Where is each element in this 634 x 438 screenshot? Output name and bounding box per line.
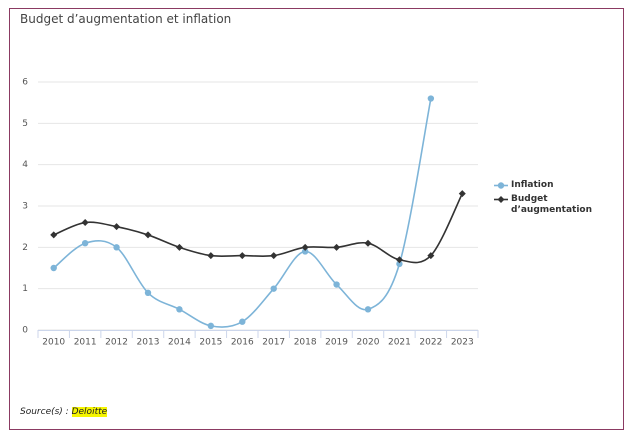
point <box>427 252 435 260</box>
point <box>144 289 152 296</box>
y-tick-label: 1 <box>22 284 28 294</box>
point <box>239 318 246 325</box>
legend-symbol <box>494 182 508 189</box>
point <box>81 240 89 247</box>
point <box>301 248 309 255</box>
x-tick-label: 2010 <box>42 338 65 348</box>
x-tick-label: 2017 <box>262 338 285 348</box>
point <box>81 219 89 227</box>
legend-symbol <box>494 196 508 203</box>
point <box>176 306 183 313</box>
point <box>270 252 278 260</box>
chart-title: Budget d’augmentation et inflation <box>20 12 232 26</box>
y-tick-label: 4 <box>22 160 28 170</box>
point <box>113 244 120 251</box>
point <box>175 243 183 251</box>
x-tick-label: 2013 <box>137 338 160 348</box>
point <box>238 252 246 260</box>
y-tick-label: 6 <box>22 78 28 88</box>
point <box>333 281 340 288</box>
point <box>207 252 215 260</box>
x-tick-label: 2021 <box>388 338 411 348</box>
x-tick-label: 2012 <box>105 338 128 348</box>
frame <box>9 8 624 430</box>
point <box>50 264 57 272</box>
legend-marker <box>497 182 505 189</box>
series-line <box>53 98 432 328</box>
x-tick-label: 2014 <box>168 338 191 348</box>
x-tick-label: 2018 <box>294 338 317 348</box>
legend-label: Inflation <box>511 180 554 190</box>
x-tick-label: 2011 <box>74 338 97 348</box>
legend: Inflation Budget d’augmentation <box>494 180 604 219</box>
legend-item[interactable]: Inflation <box>494 180 604 191</box>
source: Source(s) : Deloitte <box>20 407 108 417</box>
x-tick-label: 2016 <box>231 338 254 348</box>
y-tick-label: 2 <box>22 243 28 253</box>
point <box>364 306 372 313</box>
source-label: Source(s) : <box>20 407 69 417</box>
point <box>270 285 277 292</box>
y-tick-label: 5 <box>22 119 28 129</box>
point <box>458 190 466 198</box>
legend-marker <box>497 196 505 203</box>
point <box>396 260 403 268</box>
legend-label: Budget d’augmentation <box>511 194 593 215</box>
x-tick-label: 2015 <box>199 338 222 348</box>
point <box>113 223 121 231</box>
point <box>395 256 403 264</box>
point <box>333 243 341 251</box>
point <box>207 322 215 330</box>
point <box>50 231 58 239</box>
x-tick-label: 2020 <box>357 338 380 348</box>
y-tick-label: 3 <box>22 202 28 212</box>
x-tick-label: 2019 <box>325 338 348 348</box>
y-tick-label: 0 <box>22 326 28 336</box>
point <box>364 239 372 247</box>
point <box>144 231 152 239</box>
x-tick-label: 2023 <box>451 338 474 348</box>
legend-item[interactable]: Budget d’augmentation <box>494 194 604 216</box>
point <box>427 95 435 102</box>
source-name: Deloitte <box>71 407 108 417</box>
point <box>301 243 309 251</box>
x-tick-label: 2022 <box>419 338 442 348</box>
